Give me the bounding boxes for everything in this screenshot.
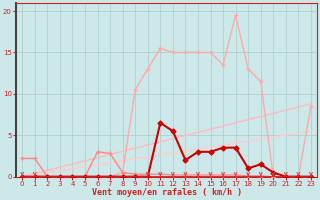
- X-axis label: Vent moyen/en rafales ( km/h ): Vent moyen/en rafales ( km/h ): [92, 188, 242, 197]
